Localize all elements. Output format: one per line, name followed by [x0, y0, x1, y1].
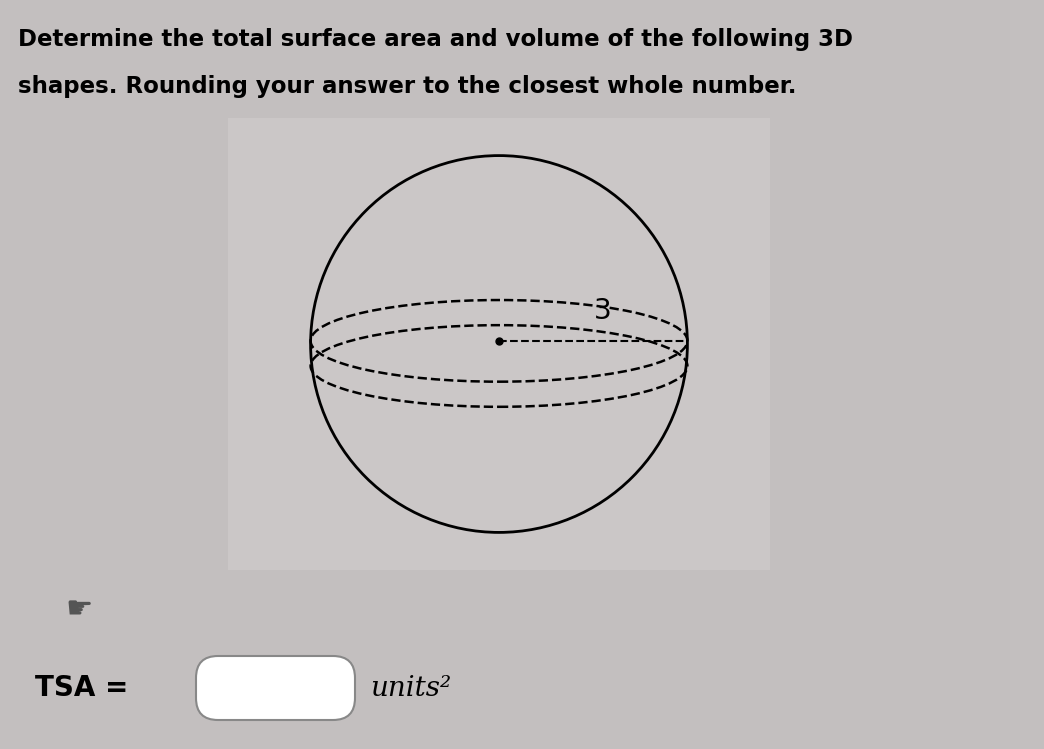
Text: Determine the total surface area and volume of the following 3D: Determine the total surface area and vol… [18, 28, 853, 51]
Text: 3: 3 [594, 297, 612, 325]
Text: ☛: ☛ [65, 595, 92, 625]
Text: shapes. Rounding your answer to the closest whole number.: shapes. Rounding your answer to the clos… [18, 75, 797, 98]
Text: units²: units² [370, 675, 451, 702]
FancyBboxPatch shape [228, 118, 770, 570]
Text: TSA =: TSA = [35, 674, 128, 702]
FancyBboxPatch shape [196, 656, 355, 720]
